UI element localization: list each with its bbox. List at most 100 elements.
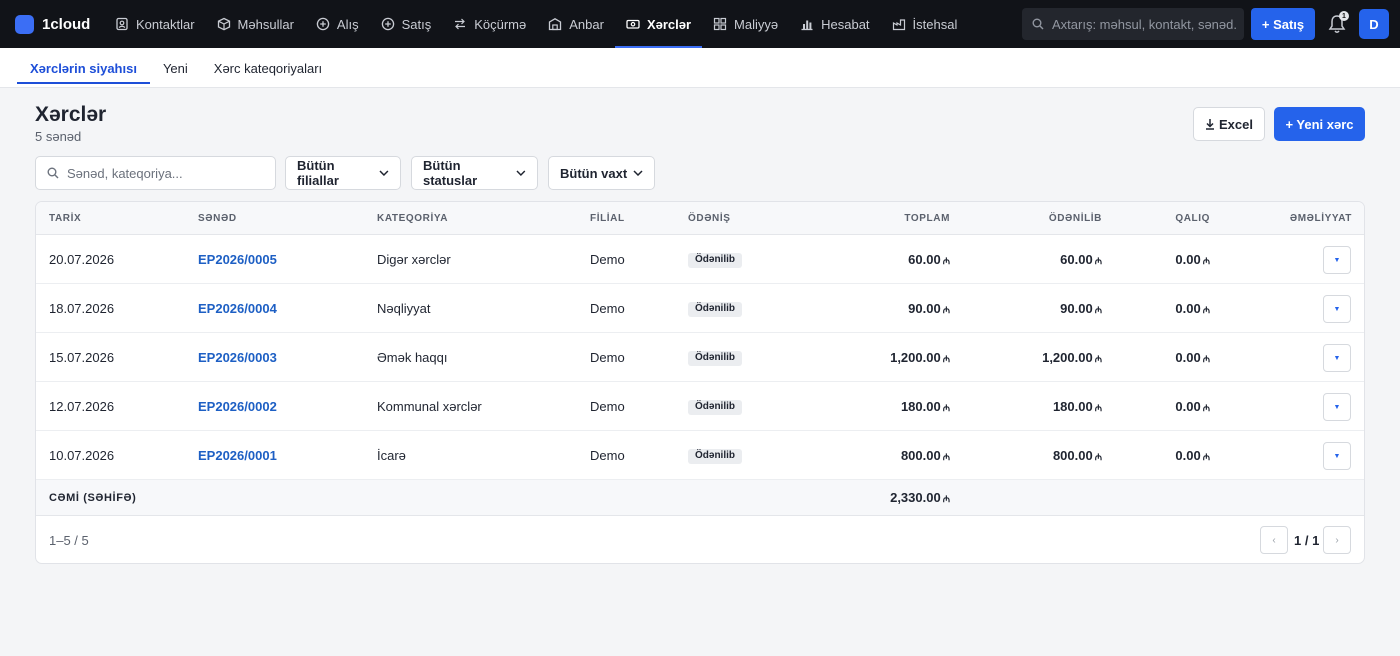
branch-filter-dropdown[interactable]: Bütün filiallar [285,156,401,190]
bar-chart-icon [800,17,814,31]
table-header: TARİX SƏNƏD KATEQORİYA FİLİAL ÖDƏNİŞ TOP… [36,202,1364,235]
row-remaining: 0.00 ₼ [1175,399,1210,414]
logo[interactable]: 1cloud [0,14,104,34]
notification-badge: 1 [1339,11,1349,21]
row-remaining: 0.00 ₼ [1175,448,1210,463]
contacts-icon [115,17,129,31]
nav-item-9[interactable]: İstehsal [881,0,969,48]
row-actions-button[interactable]: ▼ [1323,393,1351,421]
nav-item-5[interactable]: Anbar [537,0,615,48]
header-category[interactable]: KATEQORİYA [377,213,449,224]
subtab-2[interactable]: Xərc kateqoriyaları [213,60,323,76]
row-actions-button[interactable]: ▼ [1323,344,1351,372]
header-payment[interactable]: ÖDƏNİŞ [688,213,731,224]
pagination-page: 1 / 1 [1294,533,1320,548]
factory-icon [892,17,906,31]
subtab-0[interactable]: Xərclərin siyahısı [17,48,150,88]
row-branch: Demo [590,399,625,414]
status-filter-label: Bütün statuslar [423,158,478,188]
row-total: 180.00 ₼ [900,399,950,414]
row-paid: 1,200.00 ₼ [1042,350,1102,365]
row-document-link[interactable]: EP2026/0004 [198,301,277,316]
caret-down-icon: ▼ [1333,403,1341,411]
row-document-link[interactable]: EP2026/0001 [198,448,277,463]
warehouse-icon [548,17,562,31]
row-category: Nəqliyyat [377,301,431,316]
nav-item-label: Xərclər [646,16,692,32]
table-row[interactable]: 10.07.2026 EP2026/0001 İcarə Demo Ödənilib 80… [36,431,1364,480]
caret-down-icon: ▼ [1333,452,1341,460]
status-filter-dropdown[interactable]: Bütün statuslar [411,156,538,190]
table-row[interactable]: 15.07.2026 EP2026/0003 Əmək haqqı Demo Ödəni… [36,333,1364,382]
row-remaining: 0.00 ₼ [1175,252,1210,267]
row-document-link[interactable]: EP2026/0005 [198,252,277,267]
table-row[interactable]: 20.07.2026 EP2026/0005 Digər xərclər Demo Öd… [36,235,1364,284]
filter-search-input[interactable] [67,165,267,181]
row-remaining: 0.00 ₼ [1175,350,1210,365]
nav-item-label: Köçürmə [474,16,527,32]
row-paid: 90.00 ₼ [1060,301,1102,316]
nav-item-8[interactable]: Hesabat [789,0,880,48]
row-actions-button[interactable]: ▼ [1323,246,1351,274]
search-icon [47,167,59,179]
row-paid: 180.00 ₼ [1052,399,1102,414]
pagination-range: 1–5 / 5 [49,533,89,548]
nav-item-2[interactable]: Alış [305,0,370,48]
nav-item-3[interactable]: Satış [370,0,443,48]
caret-down-icon: ▼ [1333,305,1341,313]
avatar[interactable]: D [1359,9,1389,39]
row-total: 1,200.00 ₼ [890,350,950,365]
caret-down-icon: ▼ [1333,256,1341,264]
global-search[interactable] [1022,8,1244,40]
status-badge: Ödənilib [688,253,742,269]
chevron-down-icon [633,170,643,176]
nav-item-label: Məhsullar [237,16,294,32]
row-remaining: 0.00 ₼ [1175,301,1210,316]
filter-search[interactable] [35,156,276,190]
header-document[interactable]: SƏNƏD [198,213,237,224]
row-document-link[interactable]: EP2026/0003 [198,350,277,365]
row-branch: Demo [590,448,625,463]
nav-item-label: Kontaktlar [136,16,195,32]
header-paid[interactable]: ÖDƏNİLİB [1048,213,1102,224]
document-count: 5 sənəd [35,129,82,144]
nav-item-label: Hesabat [821,16,870,32]
nav-item-4[interactable]: Köçürmə [442,0,537,48]
table-row[interactable]: 12.07.2026 EP2026/0002 Kommunal xərclər Dem… [36,382,1364,431]
row-actions-button[interactable]: ▼ [1323,295,1351,323]
status-badge: Ödənilib [688,302,742,318]
table-row[interactable]: 18.07.2026 EP2026/0004 Nəqliyyat Demo Ödənil… [36,284,1364,333]
row-date: 10.07.2026 [49,448,115,463]
row-total: 60.00 ₼ [908,252,950,267]
row-document-link[interactable]: EP2026/0002 [198,399,277,414]
row-category: Kommunal xərclər [377,399,482,414]
nav-item-label: Maliyyə [734,16,779,32]
nav-item-1[interactable]: Məhsullar [206,0,305,48]
page-title: Xərclər [35,103,107,126]
grid-icon [713,17,727,31]
subtab-1[interactable]: Yeni [162,60,188,76]
download-icon [1206,119,1214,130]
row-actions-button[interactable]: ▼ [1323,442,1351,470]
header-date[interactable]: TARİX [49,213,82,224]
time-filter-dropdown[interactable]: Bütün vaxt [548,156,655,190]
row-category: İcarə [377,448,406,463]
header-branch[interactable]: FİLİAL [590,213,625,224]
prev-page-button[interactable]: ‹ [1260,526,1288,554]
header-remaining[interactable]: QALIQ [1175,213,1210,224]
excel-export-button[interactable]: Excel [1193,107,1265,141]
plus-circle-icon [316,17,330,31]
nav-item-6[interactable]: Xərclər [614,0,703,48]
row-branch: Demo [590,301,625,316]
nav-item-0[interactable]: Kontaktlar [104,0,206,48]
next-page-button[interactable]: › [1323,526,1351,554]
new-sale-button[interactable]: + Satış [1251,8,1315,40]
row-category: Digər xərclər [377,252,451,267]
new-expense-button[interactable]: + Yeni xərc [1274,107,1365,141]
row-total: 90.00 ₼ [908,301,950,316]
global-search-input[interactable] [1052,16,1236,32]
chevron-left-icon: ‹ [1272,534,1276,546]
nav-item-7[interactable]: Maliyyə [702,0,789,48]
header-total[interactable]: TOPLAM [904,213,950,224]
row-paid: 800.00 ₼ [1052,448,1102,463]
